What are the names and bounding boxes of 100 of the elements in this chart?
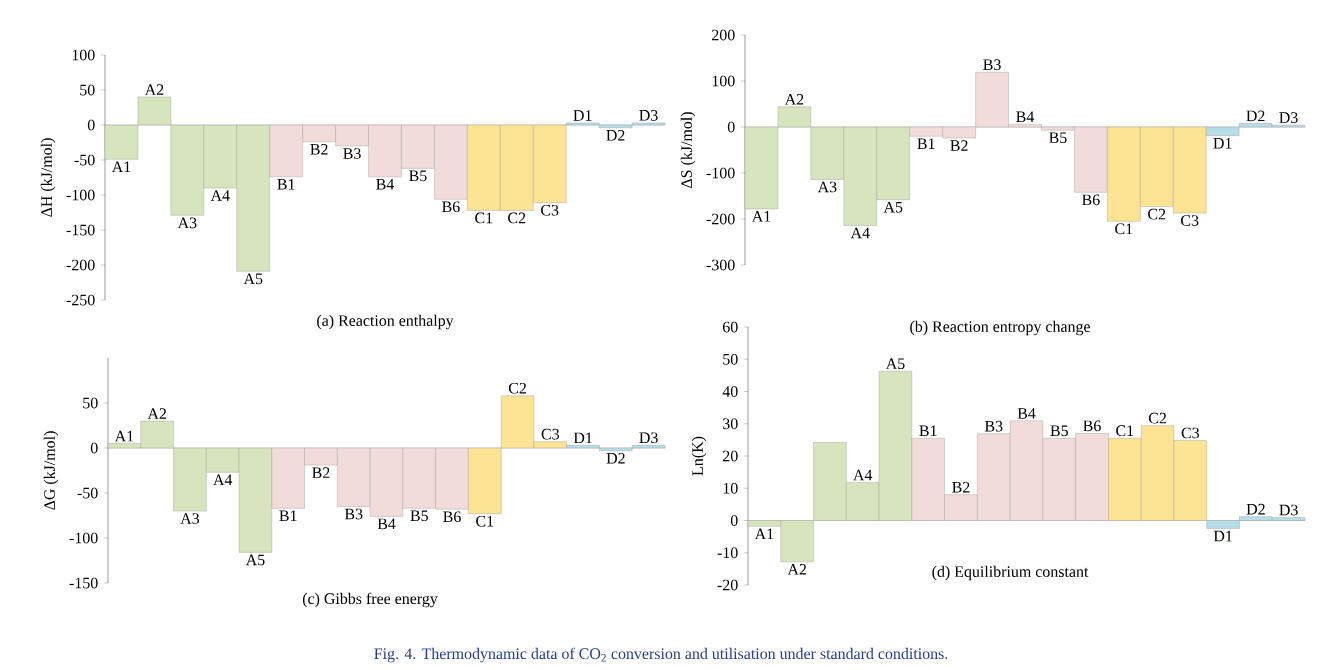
y-tick-label: -250 [66,294,95,306]
y-tick-label: -100 [66,189,95,201]
x-tick-label: B1 [277,179,295,190]
x-tick-label: D1 [1213,530,1232,542]
x-tick-label: D1 [573,432,592,444]
x-tick-label: C3 [1181,427,1200,439]
x-tick-label: C1 [1115,223,1133,235]
x-tick-label: C1 [475,212,493,224]
x-tick-label: A4 [850,227,870,239]
x-tick-label: A5 [883,201,903,213]
x-tick-label: C1 [1116,425,1134,437]
y-tick-label: -150 [69,577,98,589]
x-tick-label: B3 [983,59,1001,71]
x-tick-label: B5 [1049,132,1067,144]
y-tick-label: 30 [723,418,738,430]
y-axis-title: Ln(K) [691,436,707,476]
x-tick-label: C3 [541,428,559,440]
x-tick-label: B3 [344,508,363,520]
y-tick-label: 0 [730,515,738,526]
x-tick-label: C2 [1148,412,1166,424]
x-tick-label: B3 [984,420,1003,432]
x-tick-label: A1 [751,211,771,222]
x-tick-label: C1 [476,515,494,527]
y-tick-label: 0 [87,119,95,131]
x-tick-label: B6 [1083,420,1101,432]
x-tick-label: B4 [377,518,396,530]
x-tick-label: D1 [573,110,592,121]
y-tick-label: 50 [723,353,738,365]
x-tick-label: A5 [243,273,263,285]
x-tick-label: A4 [213,474,233,486]
y-tick-label: -150 [66,224,95,236]
x-tick-label: B1 [919,425,937,437]
x-tick-label: A4 [210,190,230,201]
x-tick-label: B2 [312,467,330,478]
x-tick-label: A3 [177,217,197,229]
y-tick-label: 100 [72,49,95,61]
x-tick-label: C2 [1148,208,1166,220]
x-tick-label: A1 [111,161,131,173]
x-tick-label: A2 [784,94,804,105]
y-tick-label: -20 [717,579,738,591]
y-axis-title: ΔH (kJ/mol) [40,138,56,217]
y-tick-label: 0 [727,121,735,133]
x-tick-label: B2 [950,140,968,151]
x-tick-label: B2 [310,144,328,155]
x-tick-label: D3 [1279,112,1298,123]
y-tick-label: -200 [706,213,735,225]
x-tick-label: C3 [1181,215,1199,226]
x-tick-label: A2 [144,84,164,95]
x-tick-label: B2 [952,481,970,493]
text: (c) Gibbs free energy [302,592,438,608]
y-tick-label: 0 [90,442,98,454]
x-tick-label: B5 [410,510,428,522]
x-tick-label: B5 [409,170,427,182]
y-tick-label: 50 [80,84,95,96]
x-tick-label: B4 [376,179,395,190]
caption: Fig. 4. Thermodynamic data of CO$_{2}$ conversion and utilisation under standard conditions. [374,647,948,663]
x-tick-label: B4 [1017,408,1036,419]
text: (d) Equilibrium constant [932,565,1089,581]
x-tick-label: D3 [639,432,658,444]
x-tick-label: B5 [1050,425,1068,437]
x-tick-label: B4 [1016,111,1035,123]
y-tick-label: 10 [723,482,738,494]
y-tick-label: -100 [706,167,735,179]
y-tick-label: -50 [77,487,98,499]
x-tick-label: D2 [606,452,625,464]
x-tick-label: A5 [885,358,905,369]
x-tick-label: C3 [541,204,559,216]
y-tick-label: 50 [83,397,98,409]
x-tick-label: D1 [1213,137,1232,149]
x-tick-label: B6 [443,511,461,523]
y-tick-label: 100 [712,75,735,87]
x-tick-label: B6 [442,201,460,213]
y-tick-label: -10 [717,547,738,559]
text: (a) Reaction enthalpy [317,314,454,330]
x-tick-label: B3 [343,148,361,159]
x-tick-label: A3 [180,513,200,524]
y-tick-label: -200 [66,259,95,271]
text: (b) Reaction entropy change [910,320,1090,336]
y-tick-label: 60 [722,321,738,333]
x-tick-label: A1 [114,430,134,442]
y-axis-title: ΔS (kJ/mol) [680,112,696,188]
x-tick-label: D3 [1279,504,1298,516]
x-tick-label: D3 [639,110,658,121]
x-tick-label: D2 [1246,503,1265,515]
x-tick-label: D2 [606,130,625,141]
x-tick-label: A2 [787,564,807,575]
y-tick-label: 20 [723,450,738,462]
y-axis-title: ΔG (kJ/mol) [43,431,59,510]
x-tick-label: B1 [279,510,297,522]
x-tick-label: C2 [508,382,526,394]
x-tick-label: A5 [245,554,265,566]
y-tick-label: 200 [712,29,735,41]
y-tick-label: -300 [706,259,735,271]
x-tick-label: A1 [754,528,774,540]
x-tick-label: D2 [1246,110,1265,122]
x-tick-label: C2 [508,212,526,224]
x-tick-label: A4 [853,469,873,481]
x-tick-label: B1 [917,138,935,149]
y-tick-label: 40 [722,386,738,397]
y-tick-label: -100 [69,532,98,544]
